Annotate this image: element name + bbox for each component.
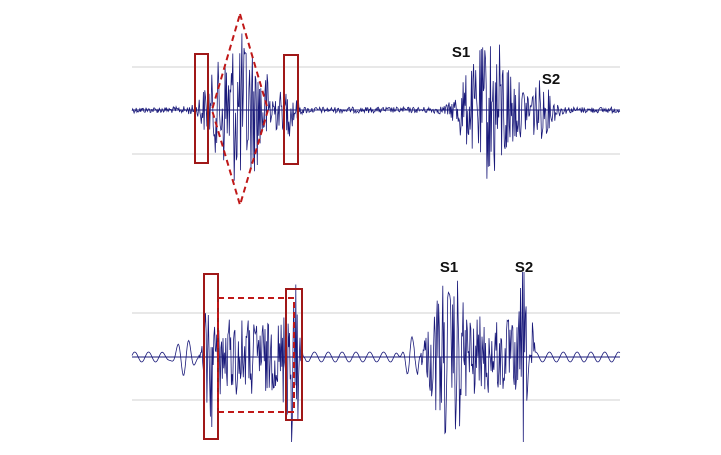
waveform — [131, 33, 621, 181]
top-panel: S1 S2 — [131, 10, 621, 209]
label: S1 — [452, 44, 470, 61]
highlight-box — [194, 53, 209, 164]
label: S1 — [440, 259, 458, 276]
waveform — [131, 271, 621, 443]
highlight-box — [283, 54, 299, 165]
label: S2 — [542, 71, 560, 88]
highlight-box — [285, 288, 303, 421]
envelope-diamond — [210, 10, 270, 209]
envelope-box — [217, 297, 295, 413]
label: S2 — [515, 259, 533, 276]
bottom-panel: S1 S2 — [131, 259, 621, 443]
